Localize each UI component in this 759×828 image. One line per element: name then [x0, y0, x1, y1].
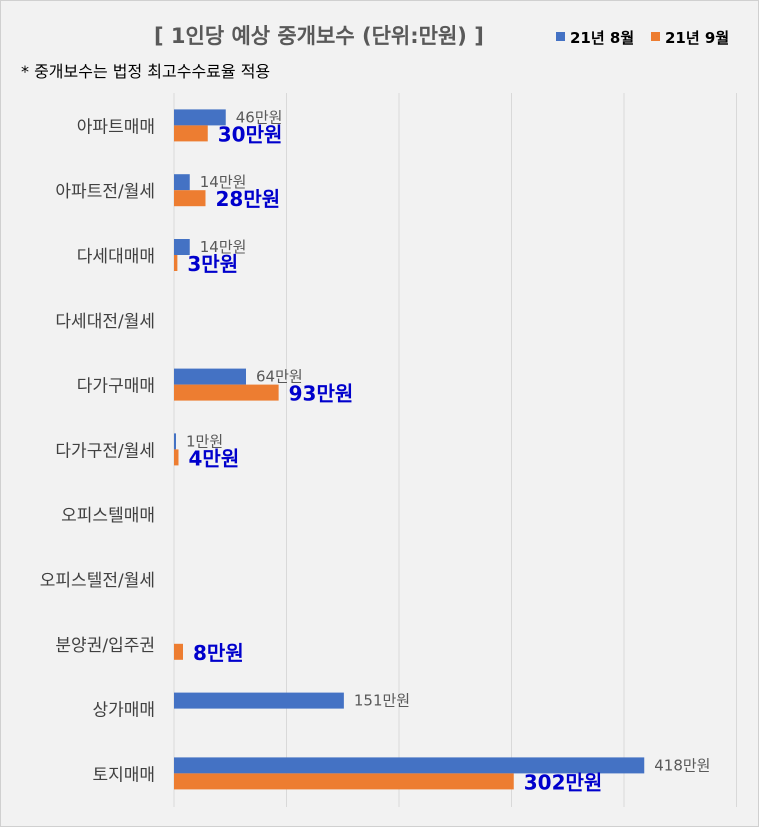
legend-label-series2: 21년 9월	[665, 29, 729, 47]
data-label-series1: 151만원	[354, 692, 410, 710]
data-label-series1: 64만원	[256, 368, 303, 386]
bar-series2	[174, 255, 178, 271]
data-label-series1: 14만원	[200, 173, 247, 191]
category-labels: 아파트매매아파트전/월세다세대매매다세대전/월세다가구매매다가구전/월세오피스텔…	[40, 117, 155, 785]
data-labels: 46만원 14만원 14만원 64만원 1만원 151만원 418만원 30만원 28만원 3만원…	[186, 108, 710, 794]
category-label: 아파트매매	[77, 117, 155, 137]
bar-series1	[174, 692, 344, 709]
legend-swatch-series2	[651, 32, 660, 41]
category-label: 다세대전/월세	[55, 312, 155, 332]
data-label-series2: 28만원	[216, 187, 281, 211]
data-label-series2: 4만원	[189, 446, 240, 470]
bar-series2	[174, 125, 208, 142]
category-label: 오피스텔전/월세	[40, 571, 155, 591]
bar-series1	[174, 757, 645, 774]
legend: 21년 8월 21년 9월	[556, 29, 729, 47]
category-label: 다가구매매	[77, 377, 155, 397]
category-label: 상가매매	[92, 701, 155, 721]
category-label: 오피스텔매매	[61, 506, 155, 526]
bar-series2	[174, 190, 206, 207]
data-label-series2: 8만원	[193, 641, 244, 665]
data-label-series1: 46만원	[236, 108, 283, 126]
chart-title: [ 1인당 예상 중개보수 (단위:만원) ]	[154, 24, 484, 48]
bars	[174, 109, 645, 790]
category-label: 다가구전/월세	[55, 441, 155, 461]
data-label-series1: 1만원	[186, 432, 223, 450]
bar-series1	[174, 368, 246, 385]
bar-series2	[174, 643, 183, 660]
bar-series1	[174, 433, 176, 450]
data-label-series2: 93만원	[289, 382, 354, 406]
data-label-series1: 418만원	[654, 756, 710, 774]
chart-subtitle: * 중개보수는 법정 최고수수료율 적용	[21, 62, 270, 81]
category-label: 분양권/입주권	[55, 636, 155, 656]
data-label-series2: 30만원	[218, 122, 283, 146]
bar-series2	[174, 384, 279, 401]
category-label: 아파트전/월세	[55, 182, 155, 202]
bar-series1	[174, 174, 190, 191]
category-label: 토지매매	[92, 765, 155, 785]
bar-series2	[174, 449, 179, 466]
data-label-series2: 302만원	[524, 770, 603, 794]
data-label-series1: 14만원	[200, 238, 247, 256]
data-label-series2: 3만원	[187, 252, 238, 276]
bar-series2	[174, 773, 514, 790]
bar-series1	[174, 239, 190, 255]
bar-series1	[174, 109, 226, 126]
legend-swatch-series1	[556, 32, 565, 41]
legend-label-series1: 21년 8월	[570, 29, 634, 47]
category-label: 다세대매매	[77, 247, 155, 267]
gridlines	[173, 93, 737, 807]
